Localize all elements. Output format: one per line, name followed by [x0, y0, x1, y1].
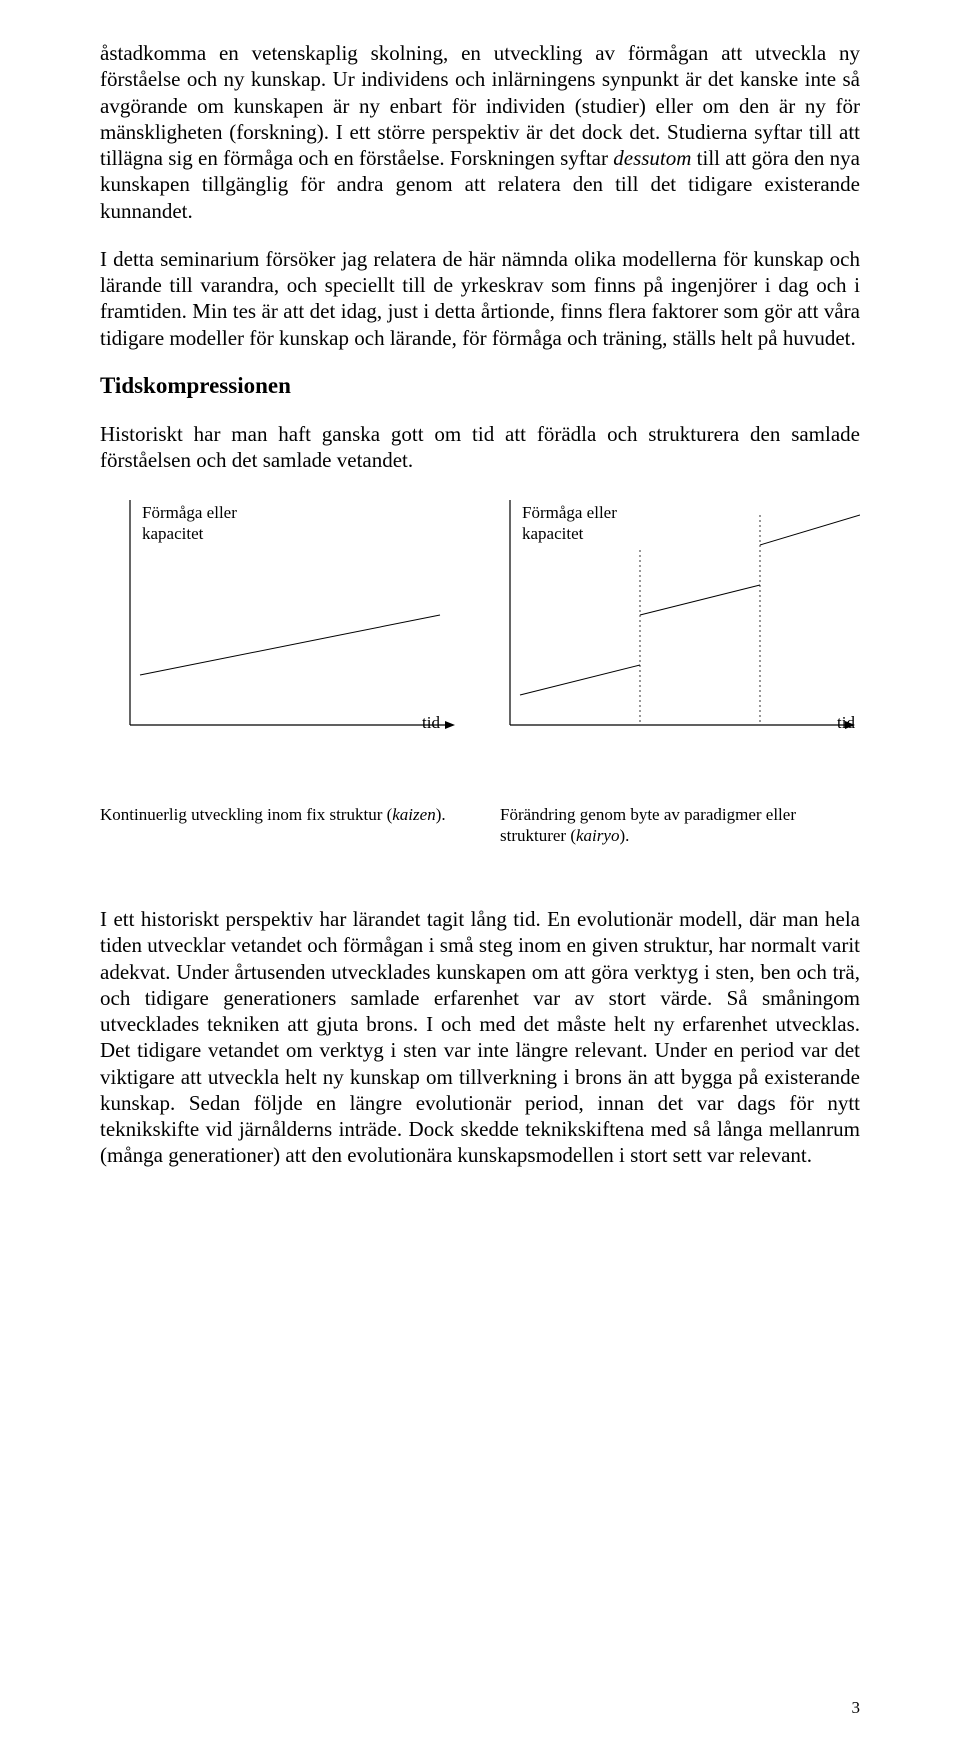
- captions-container: Kontinuerlig utveckling inom fix struktu…: [100, 805, 860, 846]
- chart-left-ylabel-1: Förmåga eller: [142, 503, 237, 522]
- chart-left-ylabel-2: kapacitet: [142, 524, 203, 543]
- chart-right-ylabel: Förmåga eller kapacitet: [522, 503, 617, 544]
- paragraph-1: åstadkomma en vetenskaplig skolning, en …: [100, 40, 860, 224]
- chart-right: Förmåga eller kapacitet tid: [500, 495, 860, 775]
- caption-left-b: ).: [436, 805, 446, 824]
- paragraph-4: I ett historiskt perspektiv har lärandet…: [100, 906, 860, 1169]
- para1-italic: dessutom: [613, 146, 691, 170]
- chart-left-xlabel: tid: [422, 713, 440, 733]
- caption-left-a: Kontinuerlig utveckling inom fix struktu…: [100, 805, 392, 824]
- paragraph-3: Historiskt har man haft ganska gott om t…: [100, 421, 860, 474]
- paragraph-2: I detta seminarium försöker jag relatera…: [100, 246, 860, 351]
- caption-left-i: kaizen: [392, 805, 435, 824]
- page-number: 3: [852, 1698, 861, 1718]
- caption-right: Förändring genom byte av paradigmer elle…: [500, 805, 860, 846]
- chart-left: Förmåga eller kapacitet tid: [100, 495, 460, 775]
- section-heading: Tidskompressionen: [100, 373, 860, 399]
- chart-right-ylabel-1: Förmåga eller: [522, 503, 617, 522]
- chart-left-ylabel: Förmåga eller kapacitet: [142, 503, 237, 544]
- chart-right-ylabel-2: kapacitet: [522, 524, 583, 543]
- caption-right-a: Förändring genom byte av paradigmer elle…: [500, 805, 796, 844]
- charts-container: Förmåga eller kapacitet tid Förmåga elle…: [100, 495, 860, 775]
- chart-right-xlabel: tid: [837, 713, 855, 733]
- caption-left: Kontinuerlig utveckling inom fix struktu…: [100, 805, 460, 846]
- caption-right-b: ).: [619, 826, 629, 845]
- caption-right-i: kairyo: [576, 826, 619, 845]
